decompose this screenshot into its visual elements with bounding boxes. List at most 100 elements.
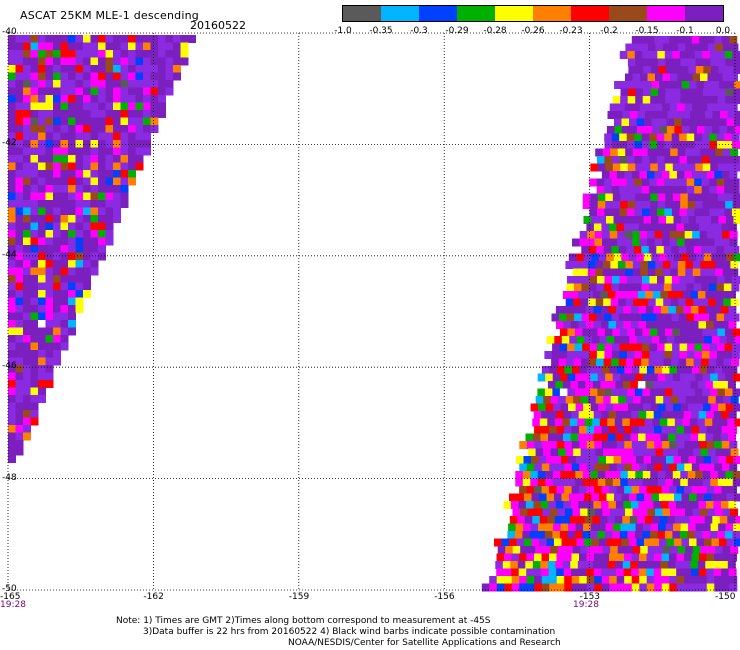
swath-cell: [651, 118, 660, 127]
swath-cell: [732, 531, 740, 539]
swath-cell: [53, 87, 61, 96]
swath-cell: [577, 561, 586, 569]
swath-cell: [599, 493, 607, 502]
swath-cell: [630, 501, 639, 509]
swath-cell: [710, 403, 719, 412]
swath-cell: [688, 403, 697, 412]
swath-cell: [541, 553, 550, 562]
swath-cell: [68, 275, 76, 283]
swath-cell: [8, 35, 16, 43]
swath-cell: [68, 102, 76, 111]
swath-cell: [638, 501, 647, 509]
swath-cell: [698, 433, 706, 442]
swath-cell: [83, 222, 91, 231]
swath-cell: [105, 65, 114, 73]
swath-cell: [651, 126, 660, 134]
swath-cell: [702, 58, 711, 67]
swath-cell: [645, 291, 654, 299]
swath-cell: [113, 57, 121, 66]
swath-cell: [30, 237, 39, 246]
swath-cell: [90, 162, 99, 171]
swath-cell: [626, 358, 635, 367]
swath-cell: [703, 253, 712, 262]
swath-cell: [709, 328, 718, 337]
swath-cell: [90, 267, 99, 276]
swath-cell: [669, 583, 678, 592]
swath-cell: [90, 192, 99, 201]
swath-cell: [98, 215, 106, 223]
swath-cell: [669, 103, 678, 112]
swath-cell: [614, 81, 623, 89]
swath-cell: [68, 282, 76, 291]
swath-cell: [718, 456, 727, 464]
swath-cell: [726, 253, 735, 262]
swath-cell: [525, 433, 534, 442]
swath-cell: [595, 508, 603, 517]
swath-cell: [669, 171, 678, 179]
swath-cell: [650, 478, 659, 487]
swath-cell: [601, 576, 610, 584]
swath-cell: [715, 546, 724, 554]
swath-cell: [715, 396, 724, 404]
swath-cell: [633, 448, 642, 457]
swath-cell: [717, 51, 726, 59]
swath-cell: [583, 403, 592, 412]
swath-cell: [687, 201, 696, 209]
swath-cell: [717, 163, 726, 172]
swath-cell: [655, 546, 664, 554]
swath-cell: [655, 396, 664, 404]
swath-cell: [670, 508, 678, 517]
swath-cell: [522, 478, 531, 487]
swath-cell: [646, 411, 655, 419]
swath-cell: [45, 207, 54, 216]
swath-cell: [23, 177, 31, 186]
swath-cell: [687, 388, 696, 397]
swath-cell: [597, 201, 606, 209]
swath-cell: [30, 410, 39, 418]
swath-cell: [504, 576, 513, 584]
swath-cell: [8, 402, 16, 411]
swath-cell: [608, 568, 617, 577]
swath-cell: [667, 561, 676, 569]
swath-cell: [718, 216, 727, 224]
swath-cell: [629, 81, 638, 89]
swath-cell: [702, 471, 711, 479]
swath-cell: [662, 546, 671, 554]
swath-cell: [623, 306, 632, 314]
color-scale-swatch: [647, 6, 685, 21]
swath-cell: [711, 538, 720, 547]
swath-cell: [68, 200, 76, 208]
swath-cell: [83, 200, 91, 208]
swath-cell: [15, 140, 24, 148]
swath-cell: [659, 118, 667, 127]
swath-cell: [60, 117, 69, 126]
swath-cell: [120, 42, 129, 51]
swath-cell: [597, 373, 606, 382]
swath-cell: [682, 418, 691, 427]
swath-cell: [579, 583, 588, 592]
swath-cell: [709, 51, 718, 59]
swath-cell: [526, 553, 535, 562]
swath-cell: [596, 313, 605, 322]
swath-cell: [609, 486, 618, 494]
swath-cell: [679, 313, 687, 322]
swath-cell: [648, 358, 657, 367]
swath-cell: [618, 358, 627, 367]
swath-cell: [728, 568, 737, 577]
swath-cell: [565, 448, 574, 457]
swath-cell: [620, 403, 629, 412]
swath-cell: [725, 523, 734, 532]
swath-cell: [562, 516, 571, 524]
swath-cell: [8, 342, 16, 351]
swath-cell: [90, 147, 99, 156]
swath-cell: [698, 411, 707, 419]
note-line-3: NOAA/NESDIS/Center for Satellite Applica…: [288, 638, 561, 648]
swath-cell: [676, 463, 685, 472]
swath-cell: [711, 493, 720, 502]
swath-cell: [53, 305, 61, 313]
swath-cell: [629, 538, 637, 547]
swath-cell: [23, 350, 31, 358]
swath-cell: [643, 66, 652, 74]
swath-cell: [719, 118, 727, 127]
swath-cell: [725, 478, 734, 487]
